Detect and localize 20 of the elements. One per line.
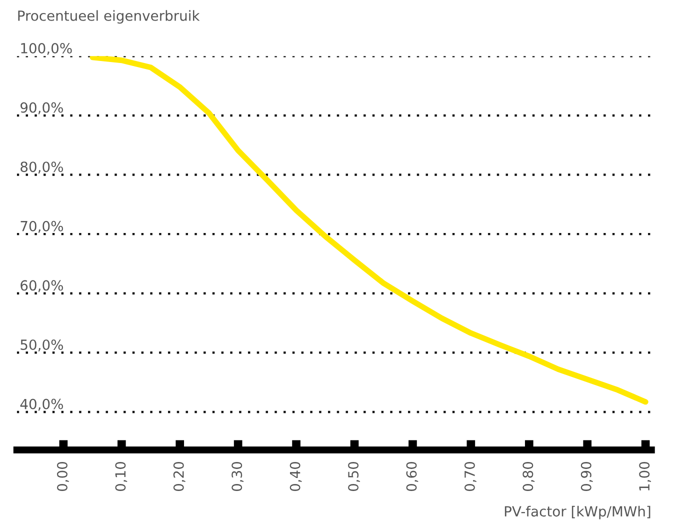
x-tick-label: 0,80 (522, 462, 535, 492)
y-tick-label: 100,0% (21, 42, 72, 55)
y-tick-label: 90,0% (20, 102, 64, 114)
y-tick-label: 50,0% (20, 339, 64, 352)
y-tick-label: 70,0% (20, 220, 64, 233)
x-tick-label: 0,20 (173, 462, 186, 492)
y-tick-label: 60,0% (20, 280, 64, 292)
y-tick-label: 80,0% (20, 162, 64, 174)
x-tick-label: 0,40 (290, 462, 302, 492)
x-tick-label: 0,30 (232, 462, 244, 492)
y-tick-label: 40,0% (20, 398, 64, 411)
x-tick-label: 0,10 (115, 462, 128, 492)
x-tick-label: 0,50 (348, 462, 360, 492)
x-tick-label: 0,00 (56, 462, 69, 492)
y-axis-title: Procentueel eigenverbruik (18, 10, 200, 24)
x-tick-label: 0,90 (580, 462, 593, 492)
x-axis-title: PV-factor [kWp/MWh] (504, 506, 650, 520)
x-tick-label: 1,00 (639, 462, 651, 490)
x-tick-label: 0,70 (464, 462, 476, 492)
x-tick-label: 0,60 (406, 462, 418, 492)
